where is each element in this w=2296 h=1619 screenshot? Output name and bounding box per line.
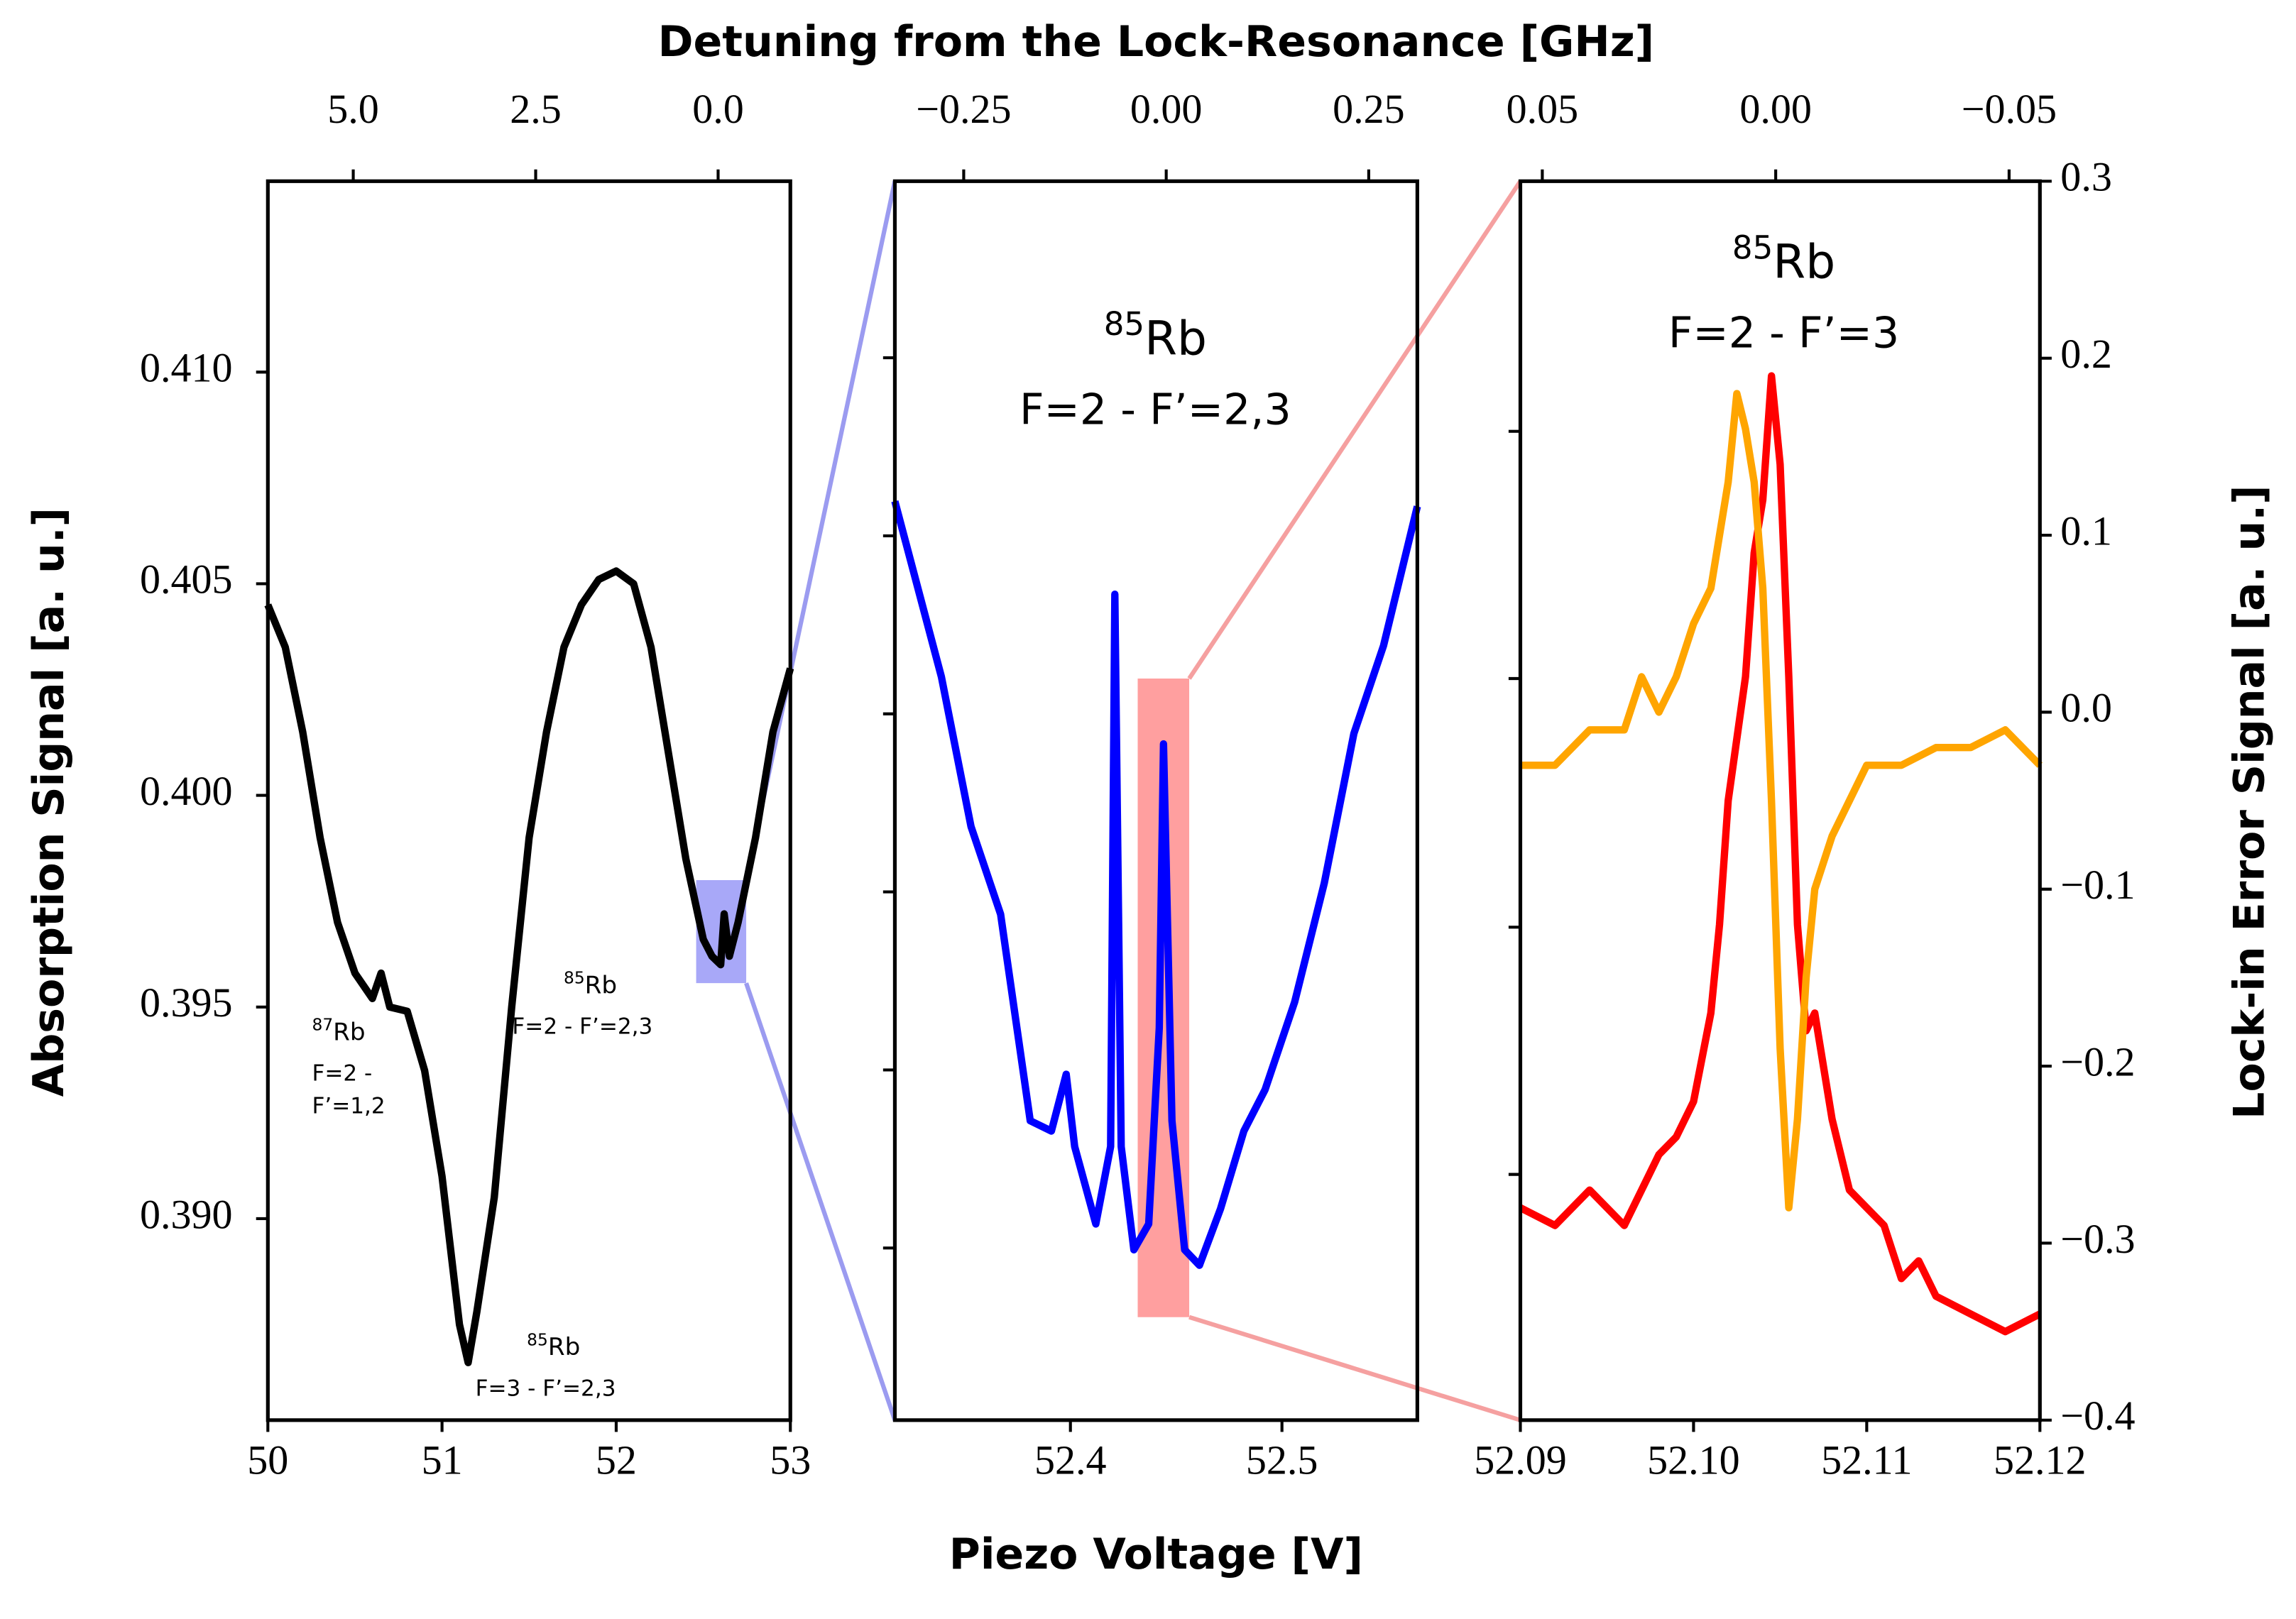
zoom-line [1188,1315,1521,1422]
y2-tick-label: 0.2 [2060,331,2112,377]
element: Rb [1144,311,1207,366]
x-tick-label: 53 [770,1437,811,1483]
axes-frame [1518,179,2042,1422]
data-line [1520,390,2043,1212]
annotation-line: F=2 - F’=2,3 [1019,385,1291,434]
x-tick-label: 52.5 [1246,1437,1318,1483]
x2-tick-label: 0.05 [1507,86,1579,132]
isotope: 87 [312,1015,333,1034]
annotation-title: 85Rb [527,1330,580,1361]
y2-tick-label: 0.1 [2060,507,2112,554]
zoom-line [744,982,897,1421]
y-tick-label: 0.410 [140,345,233,391]
x-tick-label: 52.4 [1034,1437,1107,1483]
x2-tick-label: 5.0 [327,86,379,132]
annotation-title: 85Rb [1732,229,1835,289]
element: Rb [1773,235,1835,290]
y-tick-label: 0.405 [140,556,233,603]
annotation-title: 85Rb [1104,305,1207,366]
y2-tick-label: −0.3 [2060,1216,2135,1262]
x2-tick-label: −0.25 [916,86,1011,132]
isotope: 85 [527,1330,548,1349]
annotation-line: F’=1,2 [312,1093,385,1119]
x-axis-title: Piezo Voltage [V] [949,1530,1363,1579]
x2-tick-label: 2.5 [510,86,562,132]
y2-tick-label: 0.3 [2060,154,2112,200]
zoom-line [1187,180,1523,680]
y2-axis-title: Lock-in Error Signal [a. u.] [2224,485,2274,1119]
element: Rb [333,1018,365,1046]
isotope: 85 [564,968,585,987]
x2-tick-label: 0.25 [1333,86,1405,132]
annotation-line: F=2 - F’=3 [1668,309,1899,358]
data-line [1519,372,2042,1336]
x2-tick-label: −0.05 [1962,86,2057,132]
x-tick-label: 52.12 [1994,1437,2087,1483]
minor-ticks [882,356,1521,1250]
annotation-line: F=2 - F’=2,3 [512,1014,652,1039]
axes-frame [892,179,1419,1422]
isotope: 85 [1732,229,1773,266]
x2-tick-label: 0.0 [692,86,744,132]
annotation-title: 85Rb [564,968,617,999]
x-tick-label: 50 [247,1437,288,1483]
element: Rb [548,1333,580,1361]
x2-tick-label: 0.00 [1130,86,1203,132]
y2-tick-label: −0.1 [2060,862,2135,908]
y-tick-label: 0.400 [140,768,233,814]
element: Rb [585,971,617,999]
annotation-line: F=2 - [312,1061,372,1087]
x-tick-label: 52.09 [1474,1437,1567,1483]
x-tick-label: 52.10 [1647,1437,1740,1483]
x2-tick-label: 0.00 [1739,86,1812,132]
y2-tick-label: 0.0 [2060,685,2112,731]
x2-axis-title: Detuning from the Lock-Resonance [GHz] [658,17,1655,67]
axes-frame [266,179,792,1422]
data-line [891,500,1421,1269]
annotation-title: 87Rb [312,1015,365,1046]
data-line [264,567,794,1366]
x-tick-label: 51 [422,1437,463,1483]
y-axis-title: Absorption Signal [a. u.] [24,507,74,1097]
isotope: 85 [1104,305,1144,343]
annotation-line: F=3 - F’=2,3 [476,1376,616,1401]
y-tick-label: 0.395 [140,979,233,1026]
x-tick-label: 52 [596,1437,637,1483]
y-tick-label: 0.390 [140,1191,233,1237]
y2-tick-label: −0.2 [2060,1038,2135,1085]
y2-tick-label: −0.4 [2060,1393,2135,1439]
x-tick-label: 52.11 [1821,1437,1912,1483]
zoom-indicators [696,180,1523,1422]
